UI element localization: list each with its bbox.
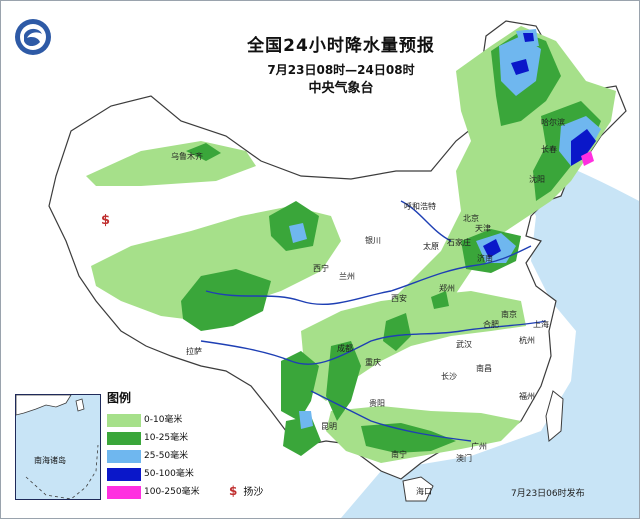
time-range: 7月23日08时—24日08时 bbox=[267, 63, 415, 77]
city-label: 银川 bbox=[365, 236, 381, 245]
hainan-island bbox=[402, 476, 434, 502]
city-label: 兰州 bbox=[339, 272, 355, 281]
city-label: 长春 bbox=[541, 145, 557, 154]
map-title-block: 全国24小时降水量预报 7月23日08时—24日08时 中央气象台 bbox=[191, 35, 491, 99]
city-label: 澳门 bbox=[456, 454, 472, 463]
city-label: 杭州 bbox=[519, 336, 535, 345]
city-label: 西宁 bbox=[313, 264, 329, 273]
city-label: 拉萨 bbox=[186, 347, 202, 356]
legend-swatch bbox=[107, 486, 141, 499]
rain-50-100-areas bbox=[483, 33, 596, 258]
inset-label: 南海诸岛 bbox=[34, 456, 66, 465]
cma-logo-icon bbox=[15, 19, 51, 55]
inset-map bbox=[15, 394, 100, 500]
city-label: 成都 bbox=[337, 344, 353, 353]
city-label: 天津 bbox=[475, 224, 491, 233]
city-label: 海口 bbox=[416, 487, 432, 496]
sand-legend: $ 扬沙 bbox=[229, 483, 263, 498]
rain-100-250-areas bbox=[581, 151, 594, 166]
legend-swatch bbox=[107, 432, 141, 445]
city-label: 北京 bbox=[463, 214, 479, 223]
city-label: 武汉 bbox=[456, 340, 472, 349]
south-china-sea-inset: 南海诸岛 bbox=[15, 394, 101, 500]
city-label: 济南 bbox=[477, 254, 493, 263]
city-label: 重庆 bbox=[365, 358, 381, 367]
sand-marker-icon: $ bbox=[101, 213, 111, 228]
sand-legend-label: 扬沙 bbox=[243, 487, 264, 498]
issuer: 中央气象台 bbox=[308, 81, 374, 96]
legend-title: 图例 bbox=[107, 391, 132, 405]
city-label: 南京 bbox=[501, 310, 517, 319]
sand-legend-icon: $ bbox=[229, 484, 238, 498]
city-label: 南宁 bbox=[391, 450, 407, 459]
legend-swatch bbox=[107, 414, 141, 427]
rivers bbox=[200, 200, 547, 442]
city-label: 南昌 bbox=[476, 364, 492, 373]
city-label: 广州 bbox=[471, 442, 487, 451]
map-title: 全国24小时降水量预报 bbox=[247, 36, 435, 56]
city-label: 上海 bbox=[533, 320, 549, 329]
legend-label: 50-100毫米 bbox=[144, 469, 194, 479]
city-label: 沈阳 bbox=[529, 175, 545, 184]
legend-label: 0-10毫米 bbox=[144, 415, 183, 425]
city-label: 石家庄 bbox=[447, 238, 471, 247]
city-label: 呼和浩特 bbox=[404, 202, 436, 211]
city-label: 福州 bbox=[519, 392, 535, 401]
legend-swatch bbox=[107, 468, 141, 481]
city-label: 昆明 bbox=[321, 422, 337, 431]
taiwan-island bbox=[545, 390, 564, 442]
city-label: 太原 bbox=[423, 242, 439, 251]
sea-area bbox=[341, 151, 639, 518]
legend-label: 100-250毫米 bbox=[144, 487, 200, 497]
legend-label: 10-25毫米 bbox=[144, 433, 189, 443]
city-label: 长沙 bbox=[441, 372, 457, 381]
release-time: 7月23日06时发布 bbox=[511, 489, 585, 499]
city-label: 贵阳 bbox=[369, 399, 385, 408]
city-label: 哈尔滨 bbox=[541, 118, 565, 127]
city-label: 西安 bbox=[391, 294, 407, 303]
city-label: 郑州 bbox=[439, 284, 455, 293]
legend-label: 25-50毫米 bbox=[144, 451, 189, 461]
city-label: 合肥 bbox=[483, 320, 499, 329]
legend-swatch bbox=[107, 450, 141, 463]
city-label: 乌鲁木齐 bbox=[171, 152, 203, 161]
